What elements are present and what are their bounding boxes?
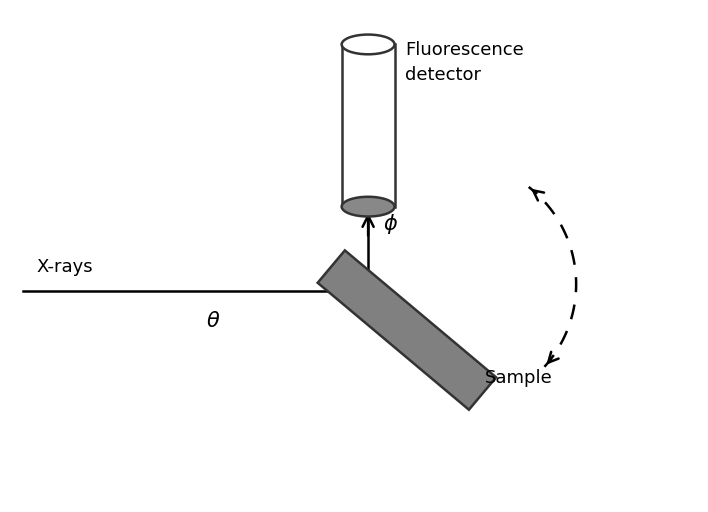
Text: ϕ: ϕ: [384, 214, 397, 234]
Text: θ: θ: [207, 311, 219, 331]
Text: Fluorescence
detector: Fluorescence detector: [405, 41, 523, 84]
Text: Sample: Sample: [484, 369, 552, 387]
Text: X-rays: X-rays: [37, 258, 93, 276]
Bar: [318, 250, 496, 410]
Ellipse shape: [342, 35, 394, 54]
Bar: [342, 45, 394, 207]
Ellipse shape: [342, 197, 394, 217]
